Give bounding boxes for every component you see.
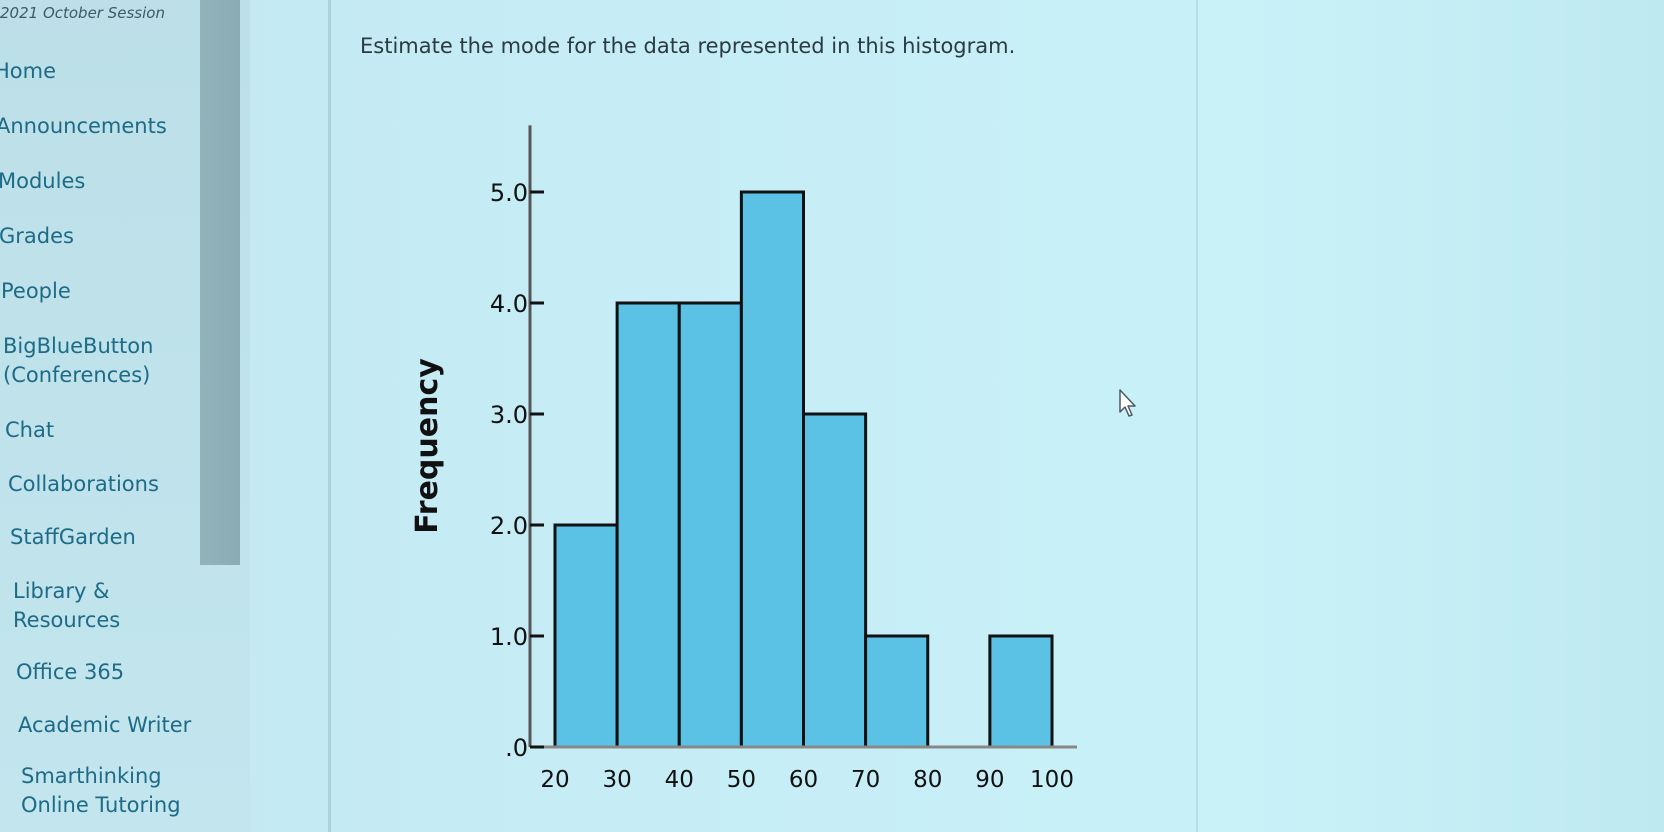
nav-item-label: Announcements: [0, 114, 167, 138]
x-tick-label: 30: [602, 767, 631, 793]
question-text: Estimate the mode for the data represent…: [360, 34, 1016, 58]
course-session-label: 2021 October Session: [0, 4, 165, 22]
nav-item-label: Library &: [13, 579, 110, 603]
nav-item-label: Academic Writer: [18, 713, 192, 737]
x-tick-label: 20: [540, 767, 569, 793]
nav-item-label: Chat: [5, 418, 55, 442]
histogram-bar: [864, 634, 930, 749]
nav-item-office-365[interactable]: Office 365: [16, 658, 124, 687]
y-tick-label: 4.0: [490, 290, 528, 318]
course-navigation: 2021 October Session Home Announcements …: [0, 0, 250, 832]
x-tick-label: 90: [975, 767, 1004, 793]
x-tick-label: 80: [913, 767, 942, 793]
histogram-bar: [677, 301, 743, 749]
histogram-bar: [553, 523, 619, 749]
nav-item-bigbluebutton[interactable]: BigBlueButton (Conferences): [3, 332, 153, 390]
content-right-edge: [1196, 0, 1198, 832]
x-tick-label: 50: [727, 767, 756, 793]
nav-item-staffgarden[interactable]: StaffGarden: [10, 523, 136, 552]
y-tick-label: 2.0: [490, 512, 528, 540]
nav-item-modules[interactable]: Modules: [0, 167, 85, 196]
nav-item-label-line2: (Conferences): [3, 363, 151, 387]
x-tick-label: 70: [851, 767, 880, 793]
nav-item-label: People: [1, 279, 71, 303]
nav-item-chat[interactable]: Chat: [5, 416, 54, 445]
nav-item-label: Smarthinking: [21, 764, 162, 788]
nav-item-label: Modules: [0, 169, 86, 193]
nav-item-academic-writer[interactable]: Academic Writer: [18, 711, 191, 740]
nav-item-library-resources[interactable]: Library & Resources: [13, 577, 120, 635]
nav-item-label: Home: [0, 59, 57, 83]
nav-item-announcements[interactable]: Announcements: [0, 112, 167, 141]
nav-item-label-line2: Resources: [13, 608, 121, 632]
mouse-pointer-icon: [1119, 389, 1136, 417]
nav-item-smarthinking[interactable]: Smarthinking Online Tutoring: [21, 762, 181, 820]
x-tick-label: 60: [789, 767, 818, 793]
x-tick-label: 100: [1030, 767, 1074, 793]
y-tick-label: .0: [505, 734, 528, 762]
nav-item-label: Collaborations: [8, 472, 159, 496]
chart-axes: [528, 125, 1077, 749]
histogram-bars: [553, 190, 1054, 749]
histogram-bar: [988, 634, 1054, 749]
chart-ticks: .0 1.0 2.0 3.0 4.0 5.0 20 30 40 50 60 70 80 90 100: [490, 179, 1074, 793]
histogram-bar: [615, 301, 681, 749]
y-tick-label: 3.0: [490, 401, 528, 429]
nav-item-people[interactable]: People: [1, 277, 71, 306]
y-tick-label: 1.0: [490, 623, 528, 651]
nav-item-label: StaffGarden: [10, 525, 136, 549]
y-tick-label: 5.0: [490, 179, 528, 207]
content-divider: [328, 0, 331, 832]
nav-item-label: BigBlueButton: [3, 334, 154, 358]
nav-item-grades[interactable]: Grades: [0, 222, 74, 251]
nav-item-collaborations[interactable]: Collaborations: [8, 470, 159, 499]
nav-item-home[interactable]: Home: [0, 57, 56, 86]
histogram-bar: [802, 412, 868, 749]
y-axis-label: Frequency: [410, 358, 445, 534]
histogram-bar: [739, 190, 805, 749]
nav-item-label: Grades: [0, 224, 74, 248]
nav-item-label-line2: Online Tutoring: [21, 793, 181, 817]
nav-scrollbar[interactable]: [200, 0, 240, 565]
nav-item-label: Office 365: [16, 660, 125, 684]
x-tick-label: 40: [665, 767, 694, 793]
